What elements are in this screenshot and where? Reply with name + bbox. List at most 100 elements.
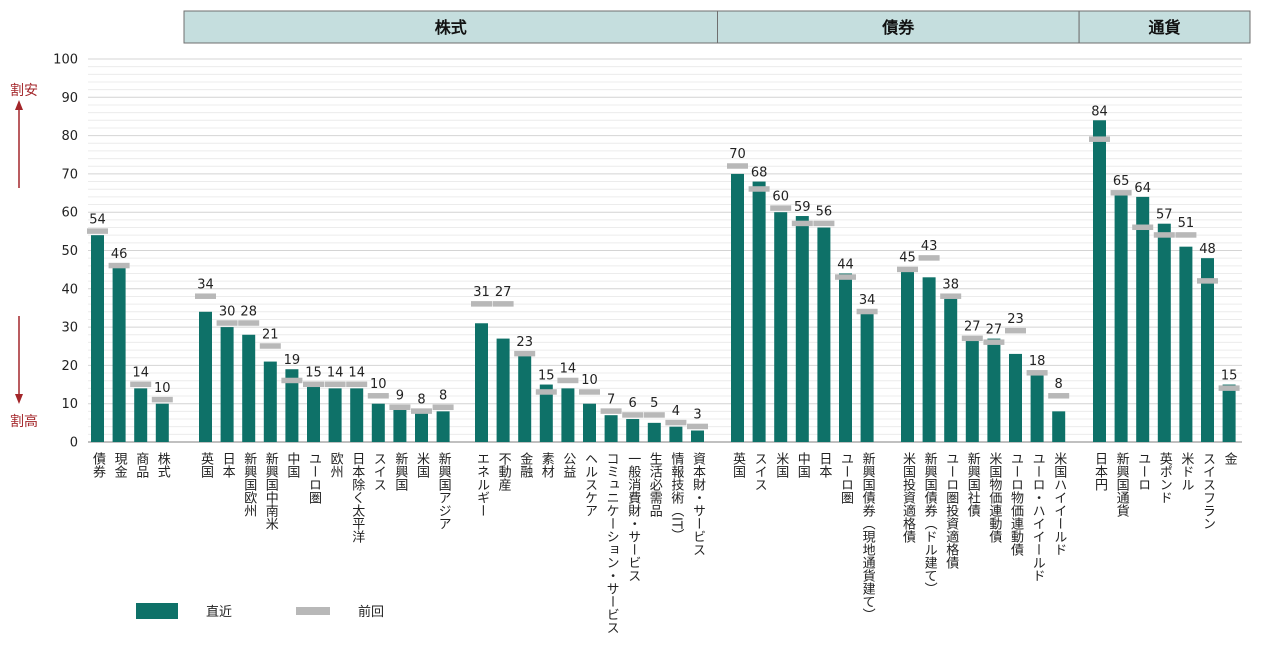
bar-current: [350, 388, 364, 442]
bar-current: [604, 415, 618, 442]
bars: 54債券46現金14商品10株式34英国30日本28新興国欧州21新興国中南米1…: [87, 104, 1240, 634]
data-label: 27: [964, 320, 981, 335]
data-label: 43: [921, 239, 938, 254]
data-label: 4: [672, 404, 680, 419]
category-label: 米ドル: [1178, 452, 1194, 491]
bar-previous-marker: [367, 393, 389, 399]
bar-current: [415, 411, 428, 442]
category-label: 日本円: [1092, 452, 1108, 491]
side-label-expensive: 割高: [10, 413, 38, 430]
data-label: 27: [986, 323, 1003, 338]
bar-previous-marker: [238, 320, 260, 326]
category-label: 中国: [284, 452, 299, 478]
arrow-down-icon: [15, 394, 23, 404]
bar-current: [944, 296, 958, 442]
category-label: 公益: [560, 452, 576, 478]
bar-previous-marker: [130, 381, 152, 388]
category-label: 日本除く太平洋: [349, 452, 365, 543]
bar-previous-marker: [600, 408, 622, 414]
data-label: 48: [1199, 242, 1216, 257]
side-indicators: 割安 割高: [10, 82, 38, 430]
bar-previous-marker: [432, 404, 454, 411]
bar-current: [328, 388, 342, 442]
legend: 直近 前回: [136, 603, 384, 620]
category-label: 新興国通貨: [1114, 451, 1130, 517]
header-box: [1078, 10, 1251, 44]
data-label: 15: [538, 369, 555, 384]
category-label: 新興国中南米: [263, 451, 279, 530]
bar-current: [1157, 223, 1171, 442]
y-tick-label: 20: [61, 359, 78, 374]
header-box: [183, 10, 718, 44]
bar-current: [91, 235, 104, 442]
bar-current: [436, 411, 450, 442]
header-box: [717, 10, 1080, 44]
bar-current: [220, 327, 234, 442]
bar-previous-marker: [791, 220, 813, 227]
category-label: 英国: [198, 452, 214, 478]
category-label: ユーロ圏投資適格債: [943, 452, 959, 570]
y-tick-label: 10: [61, 397, 78, 412]
bar-current: [242, 334, 256, 442]
data-label: 10: [581, 373, 598, 388]
category-label: 素材: [539, 452, 555, 478]
data-label: 54: [89, 212, 106, 227]
bar-previous-marker: [259, 343, 281, 349]
bar-previous-marker: [389, 404, 411, 411]
data-label: 34: [859, 293, 876, 308]
bar-previous-marker: [1197, 278, 1218, 284]
y-tick-label: 50: [61, 244, 78, 259]
data-label: 23: [516, 335, 533, 350]
bar-current: [199, 311, 212, 442]
header-label: 債券: [881, 18, 915, 37]
category-label: スイス: [371, 452, 386, 491]
gridlines: [88, 58, 1242, 443]
data-label: 23: [1007, 312, 1024, 327]
header-label: 株式: [435, 18, 467, 37]
side-label-cheap: 割安: [10, 82, 38, 99]
bar-current: [496, 338, 510, 442]
data-label: 3: [693, 408, 701, 423]
category-label: 新興国社債: [965, 451, 981, 518]
data-label: 46: [111, 247, 128, 262]
data-label: 5: [650, 396, 658, 411]
data-label: 18: [1029, 354, 1046, 369]
bar-previous-marker: [216, 320, 238, 326]
bar-previous-marker: [897, 266, 918, 273]
category-label: 金融: [517, 451, 533, 478]
category-label: 情報技術（IT）: [668, 452, 684, 542]
category-label: 新興国アジア: [436, 451, 452, 530]
data-label: 64: [1134, 181, 1151, 196]
bar-previous-marker: [687, 423, 708, 430]
bar-previous-marker: [1175, 232, 1197, 238]
bar-current: [263, 361, 277, 442]
bar-previous-marker: [557, 377, 579, 384]
bar-previous-marker: [324, 381, 346, 388]
category-label: 債券: [90, 452, 106, 478]
category-label: 新興国債券（現地通貨建て）: [860, 451, 876, 621]
legend-label-current: 直近: [206, 605, 232, 620]
bar-previous-marker: [492, 301, 514, 307]
bar-current: [539, 384, 553, 442]
bar-current: [860, 311, 874, 442]
bar-current: [965, 338, 979, 442]
bar-current: [987, 338, 1001, 442]
category-label: 米国投資適格債: [900, 452, 916, 544]
y-tick-label: 80: [61, 129, 78, 144]
data-label: 14: [348, 366, 365, 381]
category-label: ユーロ圏: [838, 452, 853, 505]
data-label: 15: [1221, 369, 1238, 384]
data-label: 68: [751, 166, 768, 181]
bar-current: [518, 353, 532, 442]
category-label: 商品: [133, 452, 149, 478]
bar-previous-marker: [748, 186, 770, 192]
category-label: 一般消費財・サービス: [625, 452, 641, 582]
bar-current: [817, 227, 831, 442]
category-label: 新興国債券（ドル建て）: [922, 451, 938, 595]
data-label: 34: [197, 277, 214, 292]
category-label: 英国: [730, 452, 746, 478]
category-label: スイス: [752, 452, 767, 491]
bar-current: [774, 212, 788, 442]
data-label: 70: [729, 147, 746, 162]
y-tick-label: 60: [61, 206, 78, 221]
